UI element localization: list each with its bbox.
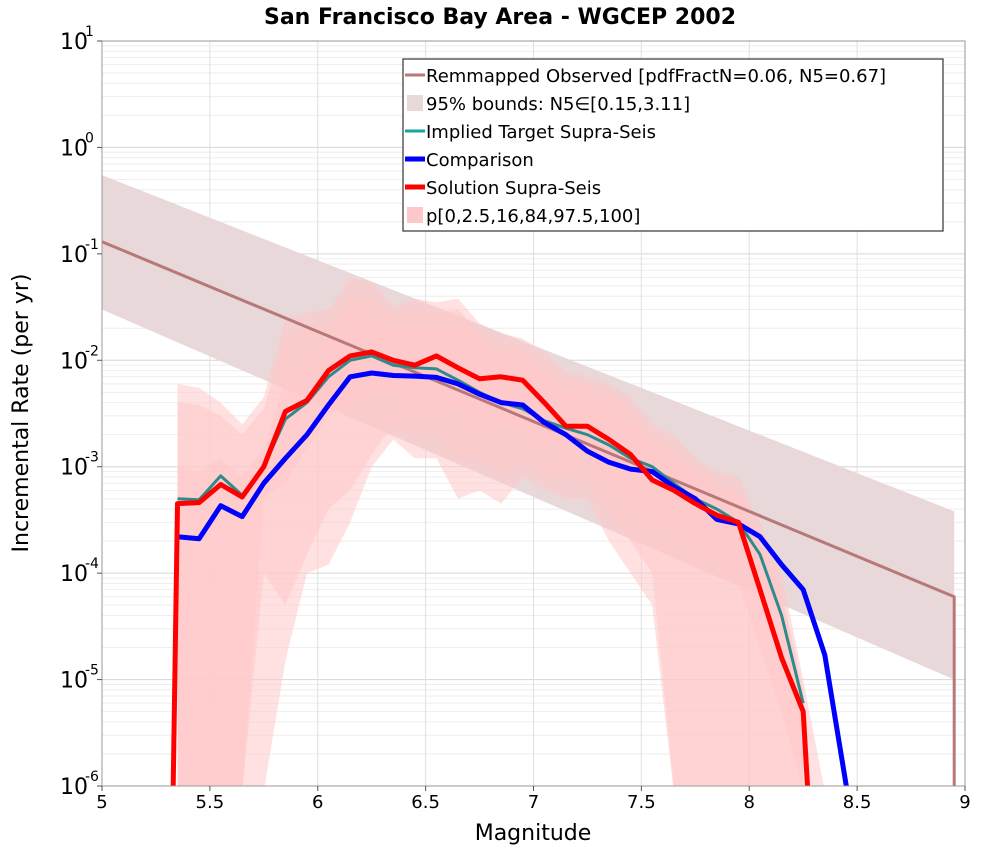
legend-label: Comparison bbox=[426, 150, 534, 171]
band-3 bbox=[177, 317, 804, 786]
chart-title: San Francisco Bay Area - WGCEP 2002 bbox=[264, 5, 736, 30]
y-tick-exponent: -1 bbox=[85, 237, 99, 253]
x-tick-label: 5 bbox=[96, 792, 107, 813]
x-tick-label: 7.5 bbox=[627, 792, 656, 813]
y-tick-exponent: 1 bbox=[85, 24, 94, 40]
legend-label: p[0,2.5,16,84,97.5,100] bbox=[426, 206, 640, 227]
x-tick-label: 7 bbox=[528, 792, 539, 813]
y-tick-base: 10 bbox=[60, 136, 88, 161]
y-tick-exponent: -4 bbox=[85, 556, 99, 572]
y-tick-base: 10 bbox=[60, 669, 88, 694]
y-tick-base: 10 bbox=[60, 30, 88, 55]
legend: Remmapped Observed [pdfFractN=0.06, N5=0… bbox=[402, 58, 944, 232]
legend-label: Solution Supra-Seis bbox=[426, 178, 601, 199]
y-tick-base: 10 bbox=[60, 775, 88, 800]
legend-label: Implied Target Supra-Seis bbox=[426, 122, 656, 143]
series-line-3 bbox=[170, 349, 810, 786]
y-tick-exponent: -5 bbox=[85, 663, 99, 679]
x-tick-label: 6.5 bbox=[411, 792, 440, 813]
y-tick-exponent: -3 bbox=[85, 450, 99, 466]
band-2 bbox=[177, 296, 804, 786]
uncertainty-bands bbox=[102, 175, 955, 786]
y-tick-base: 10 bbox=[60, 456, 88, 481]
x-axis-label: Magnitude bbox=[475, 821, 592, 846]
legend-box bbox=[402, 58, 944, 232]
y-tick-exponent: -2 bbox=[85, 343, 99, 359]
legend-swatch bbox=[407, 95, 423, 111]
x-tick-label: 6 bbox=[312, 792, 323, 813]
legend-label: 95% bounds: N5∈[0.15,3.11] bbox=[426, 94, 690, 115]
x-tick-label: 8.5 bbox=[843, 792, 872, 813]
y-tick-exponent: -6 bbox=[85, 769, 99, 785]
legend-label: Remmapped Observed [pdfFractN=0.06, N5=0… bbox=[426, 66, 886, 87]
legend-swatch bbox=[407, 207, 423, 223]
x-tick-label: 5.5 bbox=[196, 792, 225, 813]
y-tick-exponent: 0 bbox=[85, 130, 94, 146]
x-tick-label: 8 bbox=[744, 792, 755, 813]
x-axis-ticks: 5 5.5 6 6.5 7 7.5 8 8.5 9 bbox=[96, 786, 971, 813]
x-tick-label: 9 bbox=[959, 792, 970, 813]
y-tick-base: 10 bbox=[60, 349, 88, 374]
y-tick-base: 10 bbox=[60, 562, 88, 587]
y-tick-base: 10 bbox=[60, 243, 88, 268]
y-axis-label: Incremental Rate (per yr) bbox=[9, 274, 34, 553]
series-lines bbox=[102, 240, 956, 786]
